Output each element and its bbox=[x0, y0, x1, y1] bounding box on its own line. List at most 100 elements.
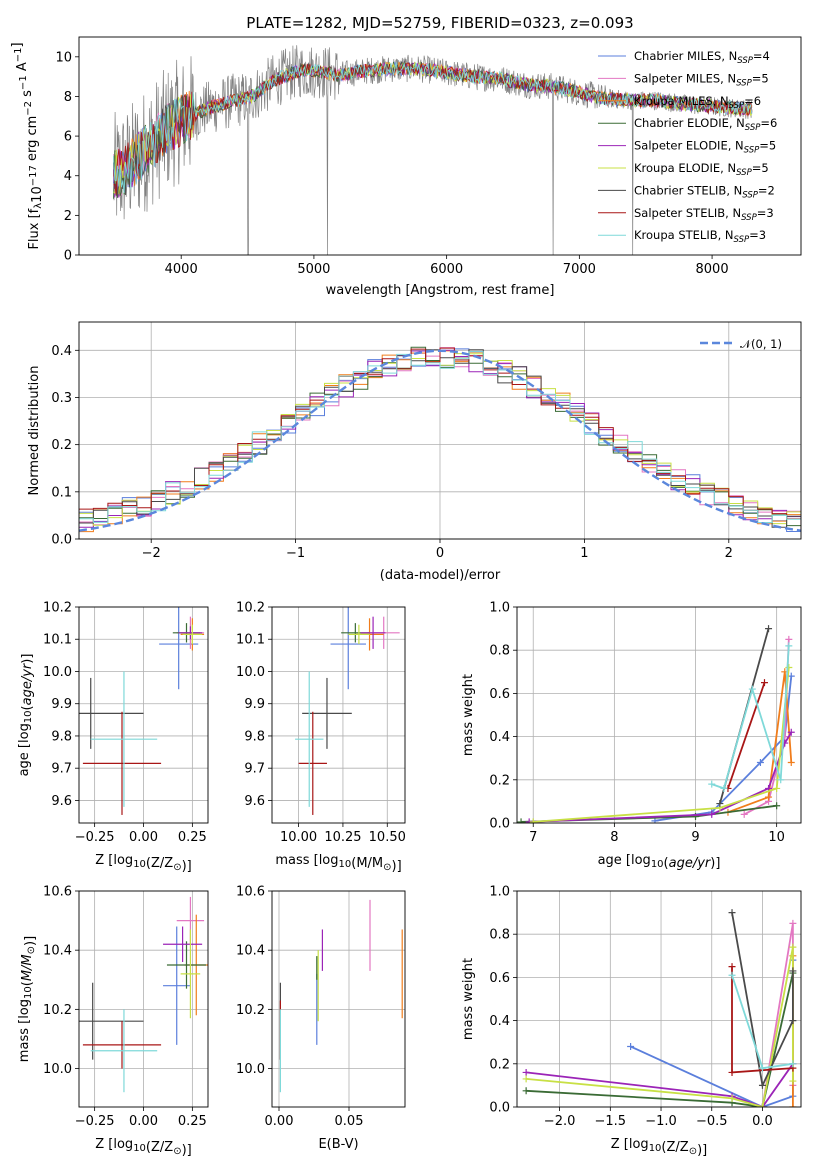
x-tick-label: −2 bbox=[142, 546, 161, 561]
mass-weight-marker bbox=[789, 1077, 797, 1085]
y-tick-label: 1.0 bbox=[489, 601, 510, 616]
y-tick-label: 10.4 bbox=[236, 944, 265, 959]
y-tick-label: 0.8 bbox=[489, 644, 510, 659]
normal-curve bbox=[79, 349, 801, 532]
x-tick-label: 0.00 bbox=[129, 830, 158, 845]
mass-weight-line-krou-miles bbox=[727, 671, 793, 814]
y-tick-label: 10.1 bbox=[236, 633, 265, 648]
y-tick-label: 4 bbox=[64, 169, 72, 184]
y-tick-label: 10.2 bbox=[236, 601, 265, 616]
mass-weight-marker bbox=[529, 818, 537, 823]
residual-histogram-panel: −2 −1 0 1 2 0.0 0.1 0.2 0.3 0.4 (data-model)/error… bbox=[27, 321, 802, 583]
x-tick-label: −2.0 bbox=[544, 1114, 576, 1129]
mass-weight-marker bbox=[789, 919, 797, 927]
mass-weight-line-krou-stelib bbox=[711, 645, 790, 790]
x-tick-label: 8000 bbox=[696, 262, 729, 277]
mass-weight-marker bbox=[789, 1017, 797, 1025]
y-tick-label: 0.6 bbox=[489, 687, 510, 702]
x-tick-label: −1 bbox=[286, 546, 305, 561]
mass-weight-marker bbox=[787, 672, 795, 680]
mass-weight-marker bbox=[789, 943, 797, 951]
mass-weight-marker bbox=[787, 728, 795, 736]
x-tick-label: 8 bbox=[610, 830, 618, 845]
y-tick-label: 0.0 bbox=[489, 1101, 510, 1116]
x-tick-label: −0.5 bbox=[696, 1114, 728, 1129]
x-tick-label: 7 bbox=[529, 830, 537, 845]
mass-weight-marker bbox=[777, 776, 785, 784]
mass-weight-marker bbox=[787, 759, 795, 767]
y-tick-label: 9.9 bbox=[51, 697, 72, 712]
axes-frame bbox=[78, 606, 209, 824]
y-tick-label: 0.2 bbox=[489, 1057, 510, 1072]
legend-entry: Salpeter ELODIE, NSSP=5 bbox=[634, 139, 776, 156]
legend-entry: Chabrier MILES, NSSP=4 bbox=[634, 49, 770, 66]
mw_z-y-label: mass weight bbox=[461, 958, 476, 1040]
mass-weight-line-chab-stelib bbox=[731, 912, 794, 1089]
y-tick-label: 10.6 bbox=[43, 885, 72, 900]
mass-weight-marker bbox=[765, 793, 773, 801]
y-tick-label: 10.6 bbox=[236, 885, 265, 900]
mass-weight-marker bbox=[728, 1094, 736, 1102]
legend-entry: Kroupa ELODIE, NSSP=5 bbox=[634, 161, 769, 178]
y-tick-label: 0 bbox=[64, 249, 72, 264]
mass-vs-reddening-panel: 0.00 0.05 10.0 10.2 10.4 10.6 E(B-V) bbox=[236, 885, 406, 1152]
x-tick-label: 9 bbox=[691, 830, 699, 845]
mass-weight-line-chab-elodie bbox=[526, 972, 794, 1107]
spectrum-panel: 4000 5000 6000 7000 8000 0 2 4 6 8 10 wavelength [A… bbox=[10, 36, 802, 298]
y-tick-label: 10.1 bbox=[43, 633, 72, 648]
mass-weight-marker bbox=[720, 784, 728, 792]
y-tick-label: 9.8 bbox=[244, 729, 265, 744]
mass-weight-marker bbox=[716, 800, 724, 808]
mass-weight-marker bbox=[728, 971, 736, 979]
y-tick-label: 0.8 bbox=[489, 928, 510, 943]
mw_age-y-label: mass weight bbox=[461, 674, 476, 756]
x-tick-label: 0.0 bbox=[752, 1114, 773, 1129]
spectrum-x-label: wavelength [Angstrom, rest frame] bbox=[326, 283, 555, 298]
mass-weight-marker bbox=[708, 810, 716, 818]
mass-ebv-x-label: E(B-V) bbox=[318, 1137, 358, 1152]
mass-weight-line-krou-elodie bbox=[533, 667, 790, 823]
x-tick-label: 10.25 bbox=[324, 830, 361, 845]
mass-weight-marker bbox=[785, 635, 793, 643]
x-tick-label: 4000 bbox=[165, 262, 198, 277]
x-tick-label: 0.25 bbox=[178, 1114, 207, 1129]
spectrum-y-label: Flux [fλ10−17 erg cm−2 s−1 A−1] bbox=[10, 42, 45, 249]
y-tick-label: 10.2 bbox=[43, 601, 72, 616]
y-tick-label: 9.9 bbox=[244, 697, 265, 712]
axes-frame bbox=[271, 890, 406, 1108]
x-tick-label: 5000 bbox=[297, 262, 330, 277]
mass-weight-marker bbox=[758, 1081, 766, 1089]
age-z-x-label: Z [log10(Z/Z⊙)] bbox=[95, 853, 191, 874]
mass-weight-marker bbox=[789, 967, 797, 975]
mass-weight-marker bbox=[789, 1103, 797, 1107]
axes-frame bbox=[78, 321, 802, 540]
age-z-y-label: age [log10(age/yr)] bbox=[17, 654, 35, 777]
y-tick-label: 9.7 bbox=[244, 762, 265, 777]
age-vs-mass-panel: 10.00 10.25 10.50 9.6 9.7 9.8 9.9 10.0 10.1 10.2 m… bbox=[236, 601, 406, 875]
mass-weight-marker bbox=[765, 625, 773, 633]
legend-entry: Chabrier STELIB, NSSP=2 bbox=[634, 183, 775, 200]
x-tick-label: 2 bbox=[725, 546, 733, 561]
age-vs-metallicity-panel: −0.25 0.00 0.25 9.6 9.7 9.8 9.9 10.0 10.1 10.2 Z [… bbox=[17, 601, 209, 874]
mass-weight-marker bbox=[785, 642, 793, 650]
x-tick-label: −1.0 bbox=[645, 1114, 677, 1129]
x-tick-label: 1 bbox=[580, 546, 588, 561]
mass-weight-marker bbox=[773, 784, 781, 792]
mass-weight-marker bbox=[517, 818, 525, 823]
mw_age-plot-area bbox=[517, 625, 795, 823]
axes-frame bbox=[516, 890, 802, 1108]
spectrum-title: PLATE=1282, MJD=52759, FIBERID=0323, z=0… bbox=[246, 14, 633, 32]
y-tick-label: 6 bbox=[64, 130, 72, 145]
y-tick-label: 1.0 bbox=[489, 885, 510, 900]
mass-weight-marker bbox=[708, 780, 716, 788]
y-tick-label: 10.0 bbox=[236, 665, 265, 680]
y-tick-label: 10.0 bbox=[43, 665, 72, 680]
x-tick-label: 0.05 bbox=[335, 1114, 364, 1129]
mass-weight-line-salp-elodie bbox=[525, 1063, 794, 1107]
x-tick-label: 10.50 bbox=[369, 830, 406, 845]
mass-weight-line-salp-stelib bbox=[727, 682, 766, 789]
x-tick-label: 0 bbox=[436, 546, 444, 561]
mass-weight-marker bbox=[522, 1075, 530, 1083]
y-tick-label: 2 bbox=[64, 209, 72, 224]
